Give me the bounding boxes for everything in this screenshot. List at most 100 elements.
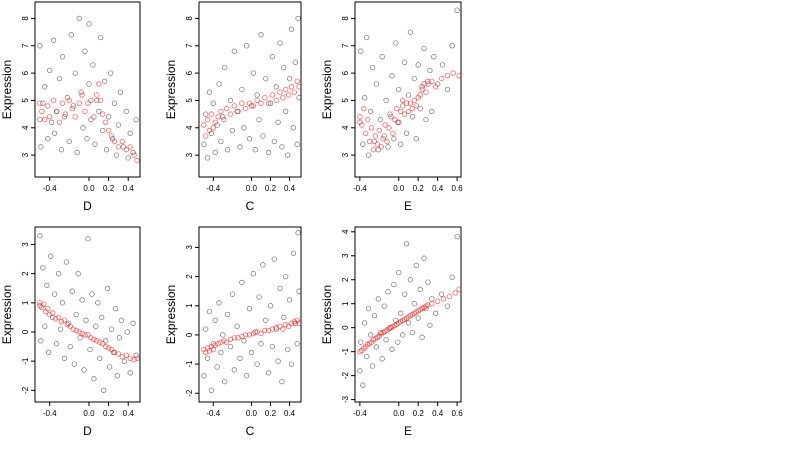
- fitted-point: [242, 105, 249, 112]
- observed-point: [70, 103, 76, 109]
- x-tick-label: 0.2: [103, 184, 115, 193]
- observed-point: [258, 341, 264, 347]
- fitted-point: [386, 125, 392, 131]
- fitted-series: [37, 300, 140, 363]
- observed-point: [367, 332, 374, 338]
- y-tick-label: 6: [185, 70, 194, 75]
- fitted-point: [72, 114, 78, 120]
- fitted-series: [37, 81, 140, 164]
- observed-point: [395, 339, 401, 345]
- observed-point: [364, 353, 370, 360]
- fitted-point: [429, 301, 435, 307]
- x-tick-label: 0.4: [432, 409, 444, 418]
- fitted-point: [94, 92, 100, 98]
- observed-point: [94, 97, 100, 104]
- x-tick-label: 0.0: [83, 184, 95, 193]
- fitted-point: [285, 323, 292, 329]
- fitted-point: [417, 92, 423, 98]
- y-tick-label: 1: [185, 303, 194, 308]
- observed-point: [61, 355, 68, 361]
- observed-point: [244, 43, 250, 49]
- y-tick-label: 0: [21, 329, 30, 334]
- observed-point: [375, 147, 381, 153]
- fitted-point: [392, 116, 398, 123]
- observed-point: [231, 48, 237, 54]
- observed-point: [398, 310, 404, 316]
- observed-point: [99, 314, 105, 321]
- observed-point: [411, 301, 417, 307]
- fitted-point: [388, 114, 394, 120]
- observed-point: [373, 344, 380, 350]
- observed-point: [113, 152, 120, 158]
- fitted-point: [97, 97, 104, 104]
- scatter-panel-1: -0.4 0.0 0.2 0.4 3 4 5 6 7 8 D Expression: [0, 1, 141, 213]
- observed-point: [283, 273, 289, 280]
- observed-point: [102, 78, 108, 84]
- fitted-point: [452, 290, 458, 296]
- fitted-series: [357, 286, 461, 355]
- observed-point: [271, 138, 277, 145]
- observed-point: [133, 116, 139, 123]
- fitted-point: [438, 75, 445, 82]
- fitted-point: [76, 100, 82, 106]
- fitted-point: [396, 119, 402, 125]
- observed-point: [391, 281, 397, 288]
- y-tick-label: 8: [185, 16, 194, 21]
- observed-point: [61, 114, 68, 120]
- observed-point: [222, 64, 228, 71]
- plot-frame: [198, 1, 302, 178]
- fitted-point: [204, 116, 211, 123]
- observed-point: [438, 291, 445, 297]
- observed-point: [55, 271, 62, 277]
- y-tick-label: -2: [185, 389, 194, 397]
- observed-point: [118, 317, 125, 323]
- observed-point: [250, 70, 256, 76]
- observed-point: [239, 279, 245, 286]
- fitted-point: [398, 108, 404, 115]
- observed-point: [423, 116, 429, 123]
- fitted-point: [269, 92, 276, 98]
- observed-point: [83, 317, 89, 323]
- fitted-point: [218, 339, 224, 345]
- observed-point: [371, 313, 378, 319]
- observed-point: [67, 343, 73, 350]
- observed-point: [371, 138, 378, 145]
- fitted-point: [405, 108, 412, 115]
- observed-point: [396, 86, 402, 93]
- x-tick-label: 0.0: [393, 409, 405, 418]
- y-tick-label: 2: [185, 274, 194, 279]
- fitted-point: [223, 339, 230, 345]
- observed-point: [86, 21, 92, 27]
- observed-point: [277, 285, 283, 291]
- fitted-point: [363, 130, 369, 136]
- observed-point: [296, 288, 301, 294]
- observed-point: [407, 277, 414, 283]
- fitted-point: [382, 122, 388, 128]
- plot-frame: [34, 226, 141, 403]
- observed-point: [127, 370, 133, 376]
- observed-point: [231, 367, 237, 373]
- observed-point: [101, 387, 107, 393]
- y-tick-label: 5: [21, 98, 30, 103]
- observed-point: [220, 114, 226, 120]
- observed-point: [75, 271, 81, 277]
- y-tick-label: 5: [185, 98, 194, 103]
- observed-point: [224, 311, 231, 318]
- observed-point: [234, 323, 240, 329]
- observed-point: [51, 291, 58, 297]
- fitted-point: [41, 301, 47, 307]
- x-axis-label: C: [246, 424, 255, 438]
- observed-point: [53, 341, 60, 347]
- fitted-point: [366, 138, 373, 145]
- fitted-point: [221, 116, 227, 123]
- observed-point: [409, 114, 416, 120]
- observed-point: [373, 81, 380, 87]
- observed-point: [294, 141, 300, 147]
- observed-point: [239, 86, 245, 93]
- observed-point: [220, 332, 226, 338]
- observed-point: [454, 233, 460, 240]
- observed-point: [218, 349, 224, 356]
- fitted-point: [69, 105, 75, 112]
- observed-point: [244, 373, 250, 379]
- observed-point: [42, 323, 48, 329]
